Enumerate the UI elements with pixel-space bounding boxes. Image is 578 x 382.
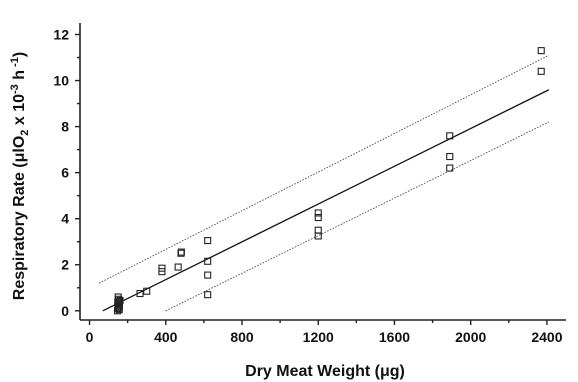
x-tick-label: 800 (230, 329, 254, 345)
data-point (446, 164, 454, 172)
x-tick-label: 1200 (303, 329, 334, 345)
x-axis: 0 400 800 1200 1600 2000 2400 (80, 319, 566, 345)
data-point (314, 226, 322, 234)
data-point (204, 291, 212, 299)
y-tick-label: 0 (61, 303, 69, 319)
upper-confidence-line (98, 54, 550, 284)
data-point (116, 296, 124, 304)
x-tick-label: 1600 (379, 329, 410, 345)
data-point (177, 248, 185, 256)
x-tick-label: 400 (154, 329, 178, 345)
x-tick-label: 2400 (531, 329, 562, 345)
data-point (314, 209, 322, 217)
data-point (204, 257, 212, 265)
data-point (204, 237, 212, 245)
y-tick-label: 6 (61, 165, 69, 181)
data-point (115, 306, 123, 314)
data-point (143, 287, 151, 295)
y-axis-title: Respiratory Rate (μlO2 x 10-3 h -1) (9, 52, 31, 300)
regression-line (102, 89, 550, 312)
x-tick-label: 0 (86, 329, 94, 345)
regression-lines (98, 54, 550, 312)
data-point (537, 47, 545, 55)
y-tick-label: 4 (61, 211, 69, 227)
y-tick-label: 12 (53, 27, 69, 43)
lower-confidence-line (165, 121, 550, 312)
y-tick-label: 2 (61, 257, 69, 273)
data-point (314, 213, 322, 222)
data-point (113, 307, 122, 315)
data-point (314, 232, 322, 240)
x-axis-title: Dry Meat Weight (μg) (245, 363, 405, 380)
data-point (136, 289, 144, 298)
data-point (204, 271, 212, 279)
y-tick-label: 10 (53, 73, 69, 89)
x-tick-label: 2000 (455, 329, 486, 345)
data-point (537, 67, 545, 75)
data-points (113, 47, 545, 315)
y-tick-label: 8 (61, 119, 69, 135)
data-point (158, 264, 166, 272)
y-axis: 0 2 4 6 8 10 12 (53, 23, 81, 320)
data-point (446, 132, 454, 140)
data-point (174, 263, 182, 271)
data-point (446, 152, 454, 161)
